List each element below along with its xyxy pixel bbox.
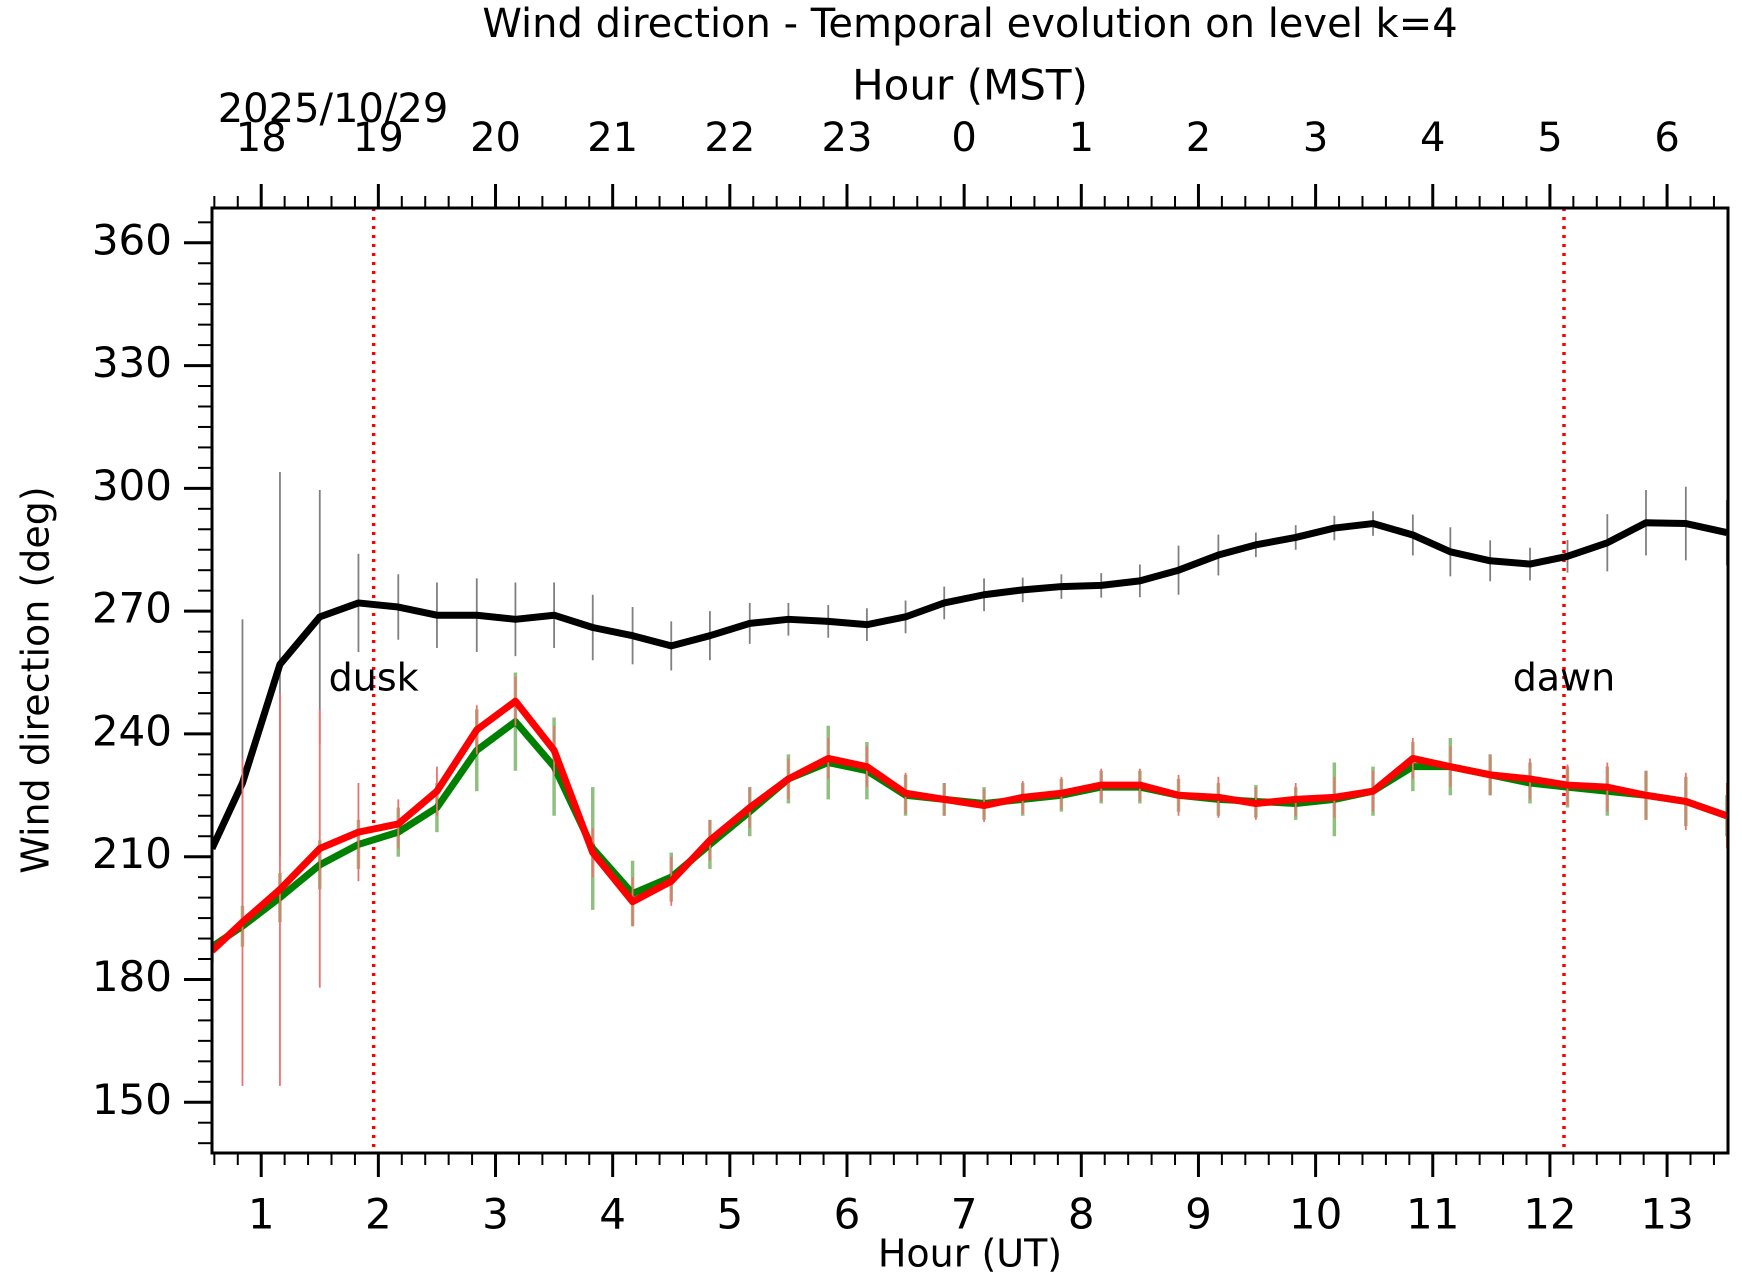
x-tick-label: 6 (834, 1190, 861, 1239)
x2-tick-label: 2 (1186, 115, 1211, 161)
x-tick-label: 2 (365, 1190, 392, 1239)
x2-tick-label: 1 (1069, 115, 1094, 161)
x2-tick-label: 22 (704, 115, 755, 161)
series-line (212, 519, 1728, 850)
x-tick-label: 9 (1185, 1190, 1212, 1239)
x2-tick-label: 21 (587, 115, 638, 161)
y-tick-label: 270 (92, 584, 172, 633)
x2-tick-label: 6 (1654, 115, 1679, 161)
x2-tick-label: 23 (822, 115, 873, 161)
x-tick-label: 13 (1640, 1190, 1693, 1239)
y-tick-label: 150 (92, 1075, 172, 1124)
y-axis-label: Wind direction (deg) (14, 486, 58, 873)
x-tick-label: 3 (482, 1190, 509, 1239)
x-axis-label: Hour (UT) (878, 1232, 1062, 1276)
x-tick-label: 7 (951, 1190, 978, 1239)
date-label: 2025/10/29 (218, 86, 449, 132)
x2-tick-label: 20 (470, 115, 521, 161)
x2-tick-label: 18 (236, 115, 287, 161)
x-tick-label: 8 (1068, 1190, 1095, 1239)
plot-frame (210, 206, 1730, 1155)
top-axis-label: Hour (MST) (852, 61, 1088, 110)
series-line (212, 697, 1728, 954)
x-tick-label: 11 (1406, 1190, 1459, 1239)
y-tick-label: 240 (92, 706, 172, 755)
y-tick-label: 330 (92, 338, 172, 387)
y-tick-label: 210 (92, 829, 172, 878)
y-tick-label: 360 (92, 215, 172, 264)
chart-title: Wind direction - Temporal evolution on l… (482, 1, 1457, 47)
x2-tick-label: 3 (1303, 115, 1328, 161)
y-tick-label: 300 (92, 461, 172, 510)
event-label: dawn (1513, 656, 1616, 700)
x2-tick-label: 5 (1537, 115, 1562, 161)
y-tick-label: 180 (92, 952, 172, 1001)
x-tick-label: 10 (1289, 1190, 1342, 1239)
x2-tick-label: 0 (951, 115, 976, 161)
x-tick-label: 12 (1523, 1190, 1576, 1239)
x-tick-label: 5 (716, 1190, 743, 1239)
x2-tick-label: 4 (1420, 115, 1445, 161)
event-label: dusk (329, 656, 419, 700)
x-tick-label: 1 (248, 1190, 275, 1239)
series-line (212, 718, 1728, 950)
x2-tick-label: 19 (353, 115, 404, 161)
x-tick-label: 4 (599, 1190, 626, 1239)
